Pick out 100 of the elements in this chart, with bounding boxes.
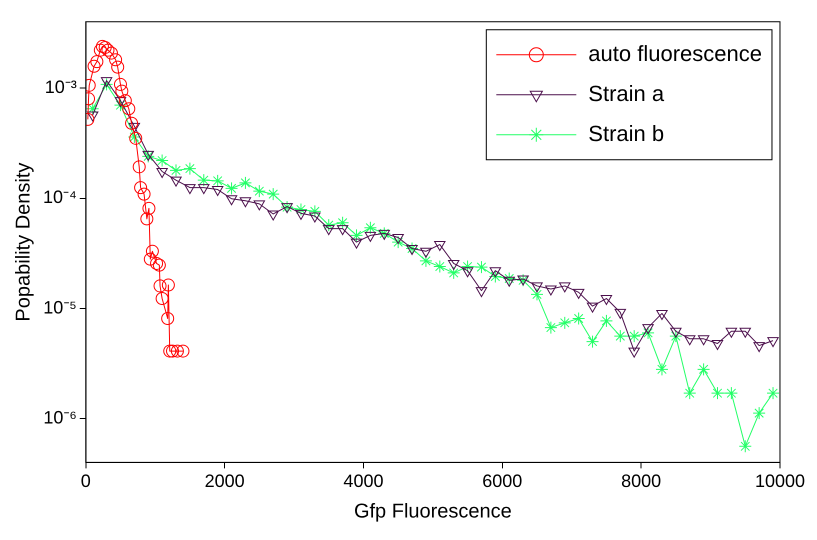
point	[447, 266, 460, 280]
point	[280, 200, 294, 214]
point	[161, 312, 174, 325]
point	[433, 260, 446, 274]
point	[281, 203, 293, 214]
point	[88, 60, 101, 73]
point	[96, 40, 109, 53]
point	[294, 203, 308, 216]
point	[156, 154, 169, 168]
point	[152, 258, 166, 272]
point	[502, 272, 516, 285]
point	[111, 60, 124, 74]
point	[669, 330, 682, 343]
point	[572, 288, 584, 299]
point	[740, 328, 751, 338]
point	[90, 55, 104, 68]
point	[474, 260, 488, 274]
point	[104, 46, 118, 60]
point	[767, 337, 779, 348]
point	[559, 282, 570, 292]
point	[128, 122, 140, 133]
point	[114, 97, 126, 108]
point	[252, 184, 266, 198]
point	[712, 340, 724, 350]
point	[600, 295, 612, 306]
x-tick-label: 4000	[343, 471, 384, 492]
point	[295, 210, 307, 220]
point	[655, 362, 668, 376]
point	[710, 386, 724, 400]
point	[176, 344, 190, 358]
point	[545, 286, 557, 296]
point	[154, 279, 167, 292]
x-tick-label: 10000	[754, 471, 806, 492]
point	[132, 160, 146, 174]
point	[100, 77, 112, 88]
point	[109, 53, 122, 66]
point	[114, 98, 127, 112]
point	[531, 282, 543, 292]
point	[448, 260, 460, 270]
point	[100, 78, 114, 91]
x-tick-label: 6000	[482, 471, 522, 492]
point	[406, 244, 418, 255]
point	[225, 182, 238, 195]
point	[614, 308, 626, 319]
point	[101, 44, 114, 57]
point	[724, 386, 738, 400]
legend-label: auto fluorescence	[588, 40, 762, 66]
point	[572, 312, 586, 325]
point	[462, 267, 474, 278]
point	[544, 321, 558, 334]
point	[238, 176, 252, 190]
point	[504, 276, 515, 287]
point	[198, 184, 210, 194]
point	[184, 184, 196, 194]
point	[322, 218, 336, 232]
point	[122, 102, 136, 116]
y-tick-label: 10⁻⁵	[43, 297, 77, 318]
point	[392, 234, 404, 244]
point	[150, 256, 164, 270]
point	[115, 84, 128, 98]
point	[378, 226, 391, 240]
point	[766, 386, 780, 400]
point	[614, 330, 627, 343]
point	[656, 310, 668, 320]
point	[406, 242, 419, 255]
y-tick-label: 10⁻⁶	[43, 408, 77, 428]
point	[226, 195, 238, 206]
x-tick-label: 8000	[621, 471, 662, 492]
y-tick-label: 10⁻⁴	[42, 187, 77, 208]
point	[138, 188, 151, 201]
point	[364, 232, 376, 242]
point	[125, 116, 138, 130]
point	[420, 248, 432, 258]
point	[726, 328, 738, 338]
point	[94, 44, 107, 57]
x-tick-label: 2000	[204, 471, 245, 492]
point	[183, 162, 196, 176]
point	[142, 202, 156, 215]
point	[419, 254, 432, 268]
y-axis-title: Popability Density	[12, 162, 35, 322]
point	[642, 326, 655, 340]
point	[336, 216, 350, 230]
point	[170, 344, 184, 358]
point	[166, 344, 180, 358]
point	[163, 344, 176, 358]
point	[86, 102, 100, 116]
point	[752, 406, 766, 420]
y-tick-label: 10⁻³	[44, 77, 77, 98]
point	[98, 40, 112, 54]
point	[170, 176, 182, 187]
point	[336, 225, 348, 236]
point	[684, 335, 696, 346]
point	[642, 324, 654, 334]
point	[364, 221, 377, 234]
point	[254, 200, 266, 210]
point	[628, 348, 640, 358]
point	[753, 342, 765, 352]
point	[683, 386, 696, 400]
point	[670, 328, 682, 338]
point	[586, 335, 600, 348]
